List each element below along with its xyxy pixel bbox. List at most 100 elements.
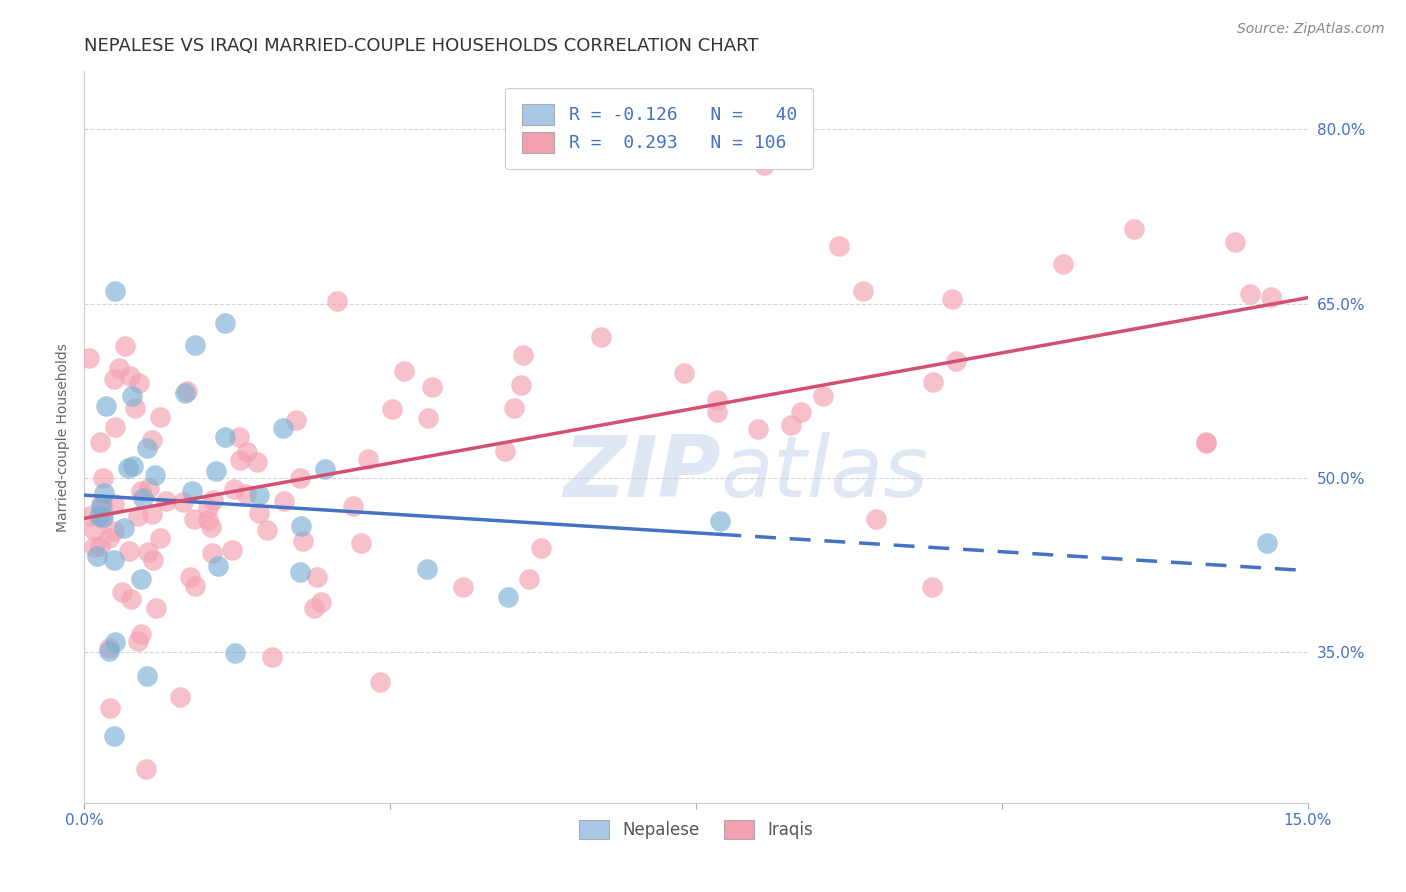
Point	[103, 497, 125, 511]
Point	[129, 627, 152, 641]
Point	[149, 409, 172, 424]
Point	[202, 493, 225, 508]
Point	[530, 541, 553, 556]
Point	[1195, 434, 1218, 449]
Point	[145, 600, 167, 615]
Point	[1122, 222, 1144, 236]
Point	[138, 481, 160, 495]
Point	[1239, 287, 1261, 301]
Point	[83, 540, 105, 554]
Point	[326, 294, 349, 309]
Point	[97, 640, 120, 655]
Point	[197, 513, 219, 527]
Point	[132, 491, 155, 505]
Point	[706, 405, 728, 419]
Point	[141, 433, 163, 447]
Point	[181, 483, 204, 498]
Point	[179, 570, 201, 584]
Point	[342, 500, 364, 514]
Point	[273, 421, 295, 435]
Point	[94, 399, 117, 413]
Point	[517, 572, 540, 586]
Point	[498, 591, 520, 605]
Point	[235, 444, 257, 458]
Point	[921, 580, 943, 594]
Point	[1052, 257, 1074, 271]
Point	[124, 401, 146, 415]
Point	[103, 372, 125, 386]
Point	[87, 509, 110, 524]
Point	[142, 553, 165, 567]
Point	[89, 539, 111, 553]
Point	[77, 351, 100, 365]
Text: atlas: atlas	[720, 432, 928, 516]
Point	[235, 486, 257, 500]
Point	[89, 435, 111, 450]
Text: NEPALESE VS IRAQI MARRIED-COUPLE HOUSEHOLDS CORRELATION CHART: NEPALESE VS IRAQI MARRIED-COUPLE HOUSEHO…	[84, 37, 759, 54]
Point	[304, 600, 326, 615]
Point	[143, 468, 166, 483]
Point	[941, 293, 963, 307]
Point	[273, 494, 295, 508]
Point	[91, 499, 114, 513]
Point	[228, 430, 250, 444]
Point	[120, 368, 142, 383]
Point	[790, 405, 813, 419]
Point	[172, 494, 194, 508]
Point	[246, 455, 269, 469]
Point	[420, 380, 443, 394]
Point	[127, 509, 149, 524]
Point	[1223, 235, 1246, 250]
Point	[368, 674, 391, 689]
Point	[127, 633, 149, 648]
Point	[779, 417, 801, 432]
Point	[111, 584, 134, 599]
Point	[451, 580, 474, 594]
Point	[121, 389, 143, 403]
Point	[207, 559, 229, 574]
Point	[90, 499, 112, 513]
Point	[131, 484, 153, 499]
Point	[79, 509, 101, 524]
Point	[117, 461, 139, 475]
Point	[184, 338, 207, 352]
Point	[503, 401, 526, 416]
Point	[103, 730, 125, 744]
Point	[247, 488, 270, 502]
Point	[747, 422, 769, 436]
Point	[224, 646, 246, 660]
Point	[256, 524, 278, 538]
Point	[591, 330, 613, 344]
Point	[214, 316, 236, 330]
Point	[131, 572, 153, 586]
Point	[118, 544, 141, 558]
Point	[184, 579, 207, 593]
Point	[288, 471, 311, 485]
Point	[103, 553, 125, 567]
Point	[149, 531, 172, 545]
Point	[291, 534, 314, 549]
Text: ZIP: ZIP	[562, 432, 720, 516]
Point	[90, 497, 112, 511]
Point	[136, 545, 159, 559]
Point	[128, 376, 150, 390]
Point	[314, 462, 336, 476]
Point	[229, 453, 252, 467]
Point	[155, 493, 177, 508]
Point	[183, 512, 205, 526]
Point	[247, 506, 270, 520]
Point	[813, 389, 835, 403]
Point	[121, 458, 143, 473]
Point	[284, 413, 307, 427]
Point	[97, 531, 120, 545]
Point	[828, 239, 851, 253]
Point	[288, 565, 311, 579]
Point	[91, 510, 114, 524]
Point	[204, 464, 226, 478]
Point	[114, 339, 136, 353]
Point	[221, 543, 243, 558]
Point	[98, 701, 121, 715]
Point	[201, 546, 224, 560]
Point	[1195, 436, 1218, 450]
Point	[173, 386, 195, 401]
